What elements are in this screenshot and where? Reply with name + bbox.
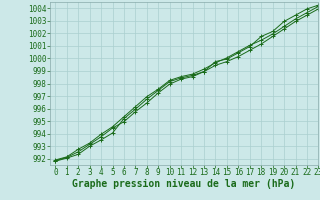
X-axis label: Graphe pression niveau de la mer (hPa): Graphe pression niveau de la mer (hPa) <box>72 179 296 189</box>
